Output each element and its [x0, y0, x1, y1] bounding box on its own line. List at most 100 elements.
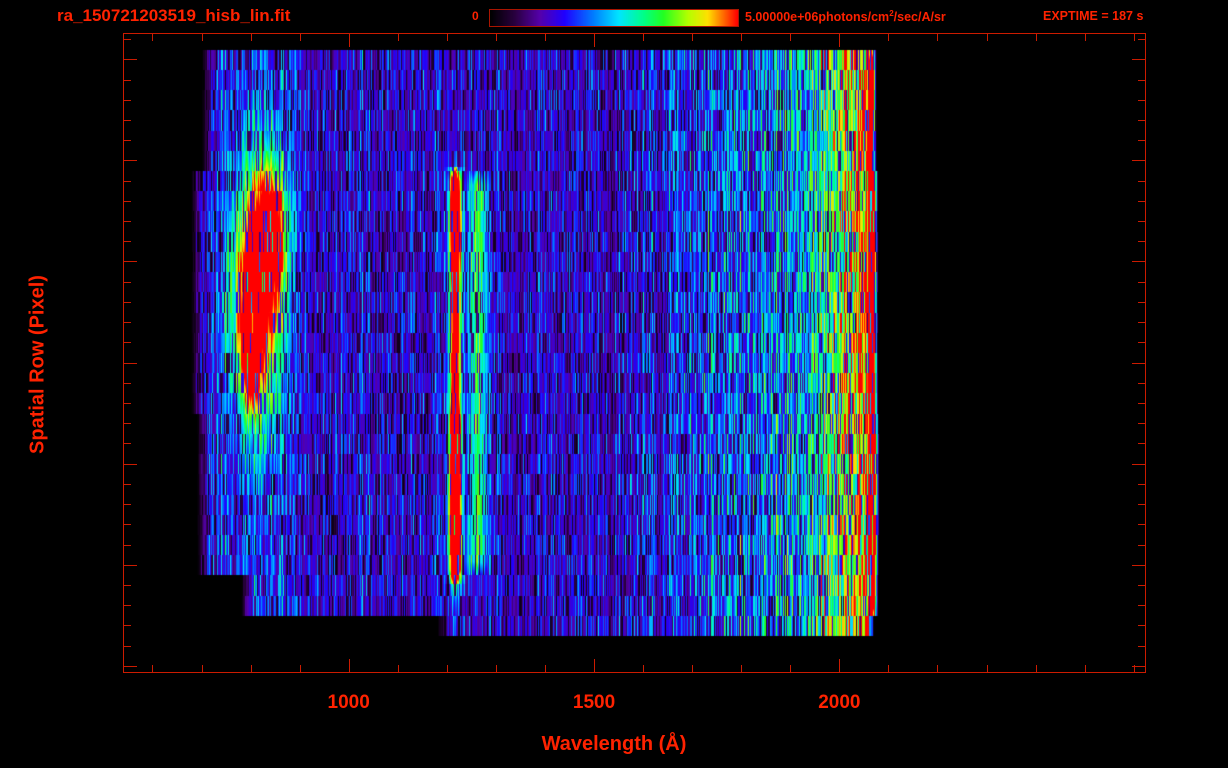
x-tick-minor — [545, 665, 546, 673]
y-tick-major-right — [1132, 565, 1146, 566]
y-tick-minor — [123, 646, 131, 647]
colorbar-max-value: 5.00000e+06 — [745, 10, 819, 25]
y-tick-minor-right — [1138, 140, 1146, 141]
x-tick-minor-top — [741, 33, 742, 41]
y-tick-minor-right — [1138, 585, 1146, 586]
x-tick-minor — [398, 665, 399, 673]
x-tick-minor — [1134, 665, 1135, 673]
colorbar-units-suffix: /sec/A/sr — [893, 10, 946, 25]
y-tick-minor-right — [1138, 342, 1146, 343]
y-tick-minor — [123, 383, 131, 384]
y-tick-minor-right — [1138, 241, 1146, 242]
y-tick-minor-right — [1138, 39, 1146, 40]
x-tick-minor — [643, 665, 644, 673]
x-tick-minor — [300, 665, 301, 673]
colorbar-max-label: 5.00000e+06photons/cm2/sec/A/sr — [745, 9, 946, 24]
y-tick-major-right — [1132, 464, 1146, 465]
y-tick-minor-right — [1138, 201, 1146, 202]
y-tick-minor — [123, 625, 131, 626]
y-tick-minor-right — [1138, 403, 1146, 404]
y-tick-minor — [123, 221, 131, 222]
x-tick-minor — [888, 665, 889, 673]
y-tick-minor-right — [1138, 423, 1146, 424]
y-tick-major-right — [1132, 363, 1146, 364]
y-tick-major — [123, 363, 137, 364]
y-tick-minor — [123, 100, 131, 101]
y-tick-minor-right — [1138, 302, 1146, 303]
x-tick-major — [349, 659, 350, 673]
x-tick-minor-top — [398, 33, 399, 41]
x-tick-minor — [987, 665, 988, 673]
colorbar-gradient — [490, 10, 738, 26]
y-tick-minor-right — [1138, 545, 1146, 546]
x-tick-minor — [937, 665, 938, 673]
x-tick-minor-top — [251, 33, 252, 41]
spectrogram-image — [124, 34, 1145, 672]
y-tick-minor-right — [1138, 646, 1146, 647]
y-tick-major-right — [1132, 160, 1146, 161]
x-tick-minor — [152, 665, 153, 673]
x-tick-minor-top — [1134, 33, 1135, 41]
x-tick-minor — [202, 665, 203, 673]
x-tick-minor-top — [152, 33, 153, 41]
y-tick-minor-right — [1138, 383, 1146, 384]
x-tick-minor — [1085, 665, 1086, 673]
x-tick-minor-top — [643, 33, 644, 41]
x-tick-minor-top — [300, 33, 301, 41]
y-tick-minor — [123, 140, 131, 141]
exptime-label: EXPTIME = 187 s — [1043, 9, 1144, 23]
x-tick-minor — [692, 665, 693, 673]
x-tick-label: 2000 — [818, 692, 861, 713]
x-tick-label: 1500 — [572, 692, 616, 713]
file-title: ra_150721203519_hisb_lin.fit — [57, 6, 291, 25]
y-tick-minor-right — [1138, 504, 1146, 505]
y-tick-minor-right — [1138, 120, 1146, 121]
y-tick-minor-right — [1138, 181, 1146, 182]
y-tick-minor-right — [1138, 100, 1146, 101]
y-tick-minor — [123, 545, 131, 546]
y-tick-minor-right — [1138, 322, 1146, 323]
x-tick-minor-top — [987, 33, 988, 41]
x-tick-minor-top — [496, 33, 497, 41]
y-tick-minor-right — [1138, 282, 1146, 283]
y-tick-minor — [123, 443, 131, 444]
x-tick-minor — [790, 665, 791, 673]
x-tick-minor-top — [202, 33, 203, 41]
y-tick-minor — [123, 282, 131, 283]
y-tick-minor-right — [1138, 605, 1146, 606]
plot-frame — [123, 33, 1146, 673]
colorbar — [489, 9, 739, 27]
y-tick-major-right — [1132, 666, 1146, 667]
y-tick-minor — [123, 423, 131, 424]
y-tick-minor — [123, 120, 131, 121]
y-tick-minor — [123, 585, 131, 586]
x-tick-major-top — [839, 33, 840, 47]
x-tick-major — [839, 659, 840, 673]
y-tick-major — [123, 464, 137, 465]
x-tick-minor — [447, 665, 448, 673]
x-tick-label: 1000 — [327, 692, 370, 713]
y-tick-minor-right — [1138, 484, 1146, 485]
y-tick-minor-right — [1138, 524, 1146, 525]
y-tick-minor-right — [1138, 221, 1146, 222]
y-tick-major — [123, 666, 137, 667]
y-tick-minor — [123, 201, 131, 202]
y-tick-minor-right — [1138, 625, 1146, 626]
y-tick-minor — [123, 322, 131, 323]
y-tick-minor — [123, 524, 131, 525]
x-tick-minor-top — [937, 33, 938, 41]
y-axis-title: Spatial Row (Pixel) — [26, 275, 49, 454]
x-tick-minor — [251, 665, 252, 673]
y-tick-minor-right — [1138, 80, 1146, 81]
y-tick-major — [123, 59, 137, 60]
y-tick-major — [123, 261, 137, 262]
y-tick-minor — [123, 484, 131, 485]
y-tick-minor — [123, 403, 131, 404]
y-tick-major-right — [1132, 261, 1146, 262]
x-tick-minor-top — [888, 33, 889, 41]
y-tick-minor — [123, 342, 131, 343]
x-tick-major — [594, 659, 595, 673]
x-axis-title: Wavelength (Å) — [541, 733, 687, 755]
colorbar-min-label: 0 — [472, 9, 479, 23]
